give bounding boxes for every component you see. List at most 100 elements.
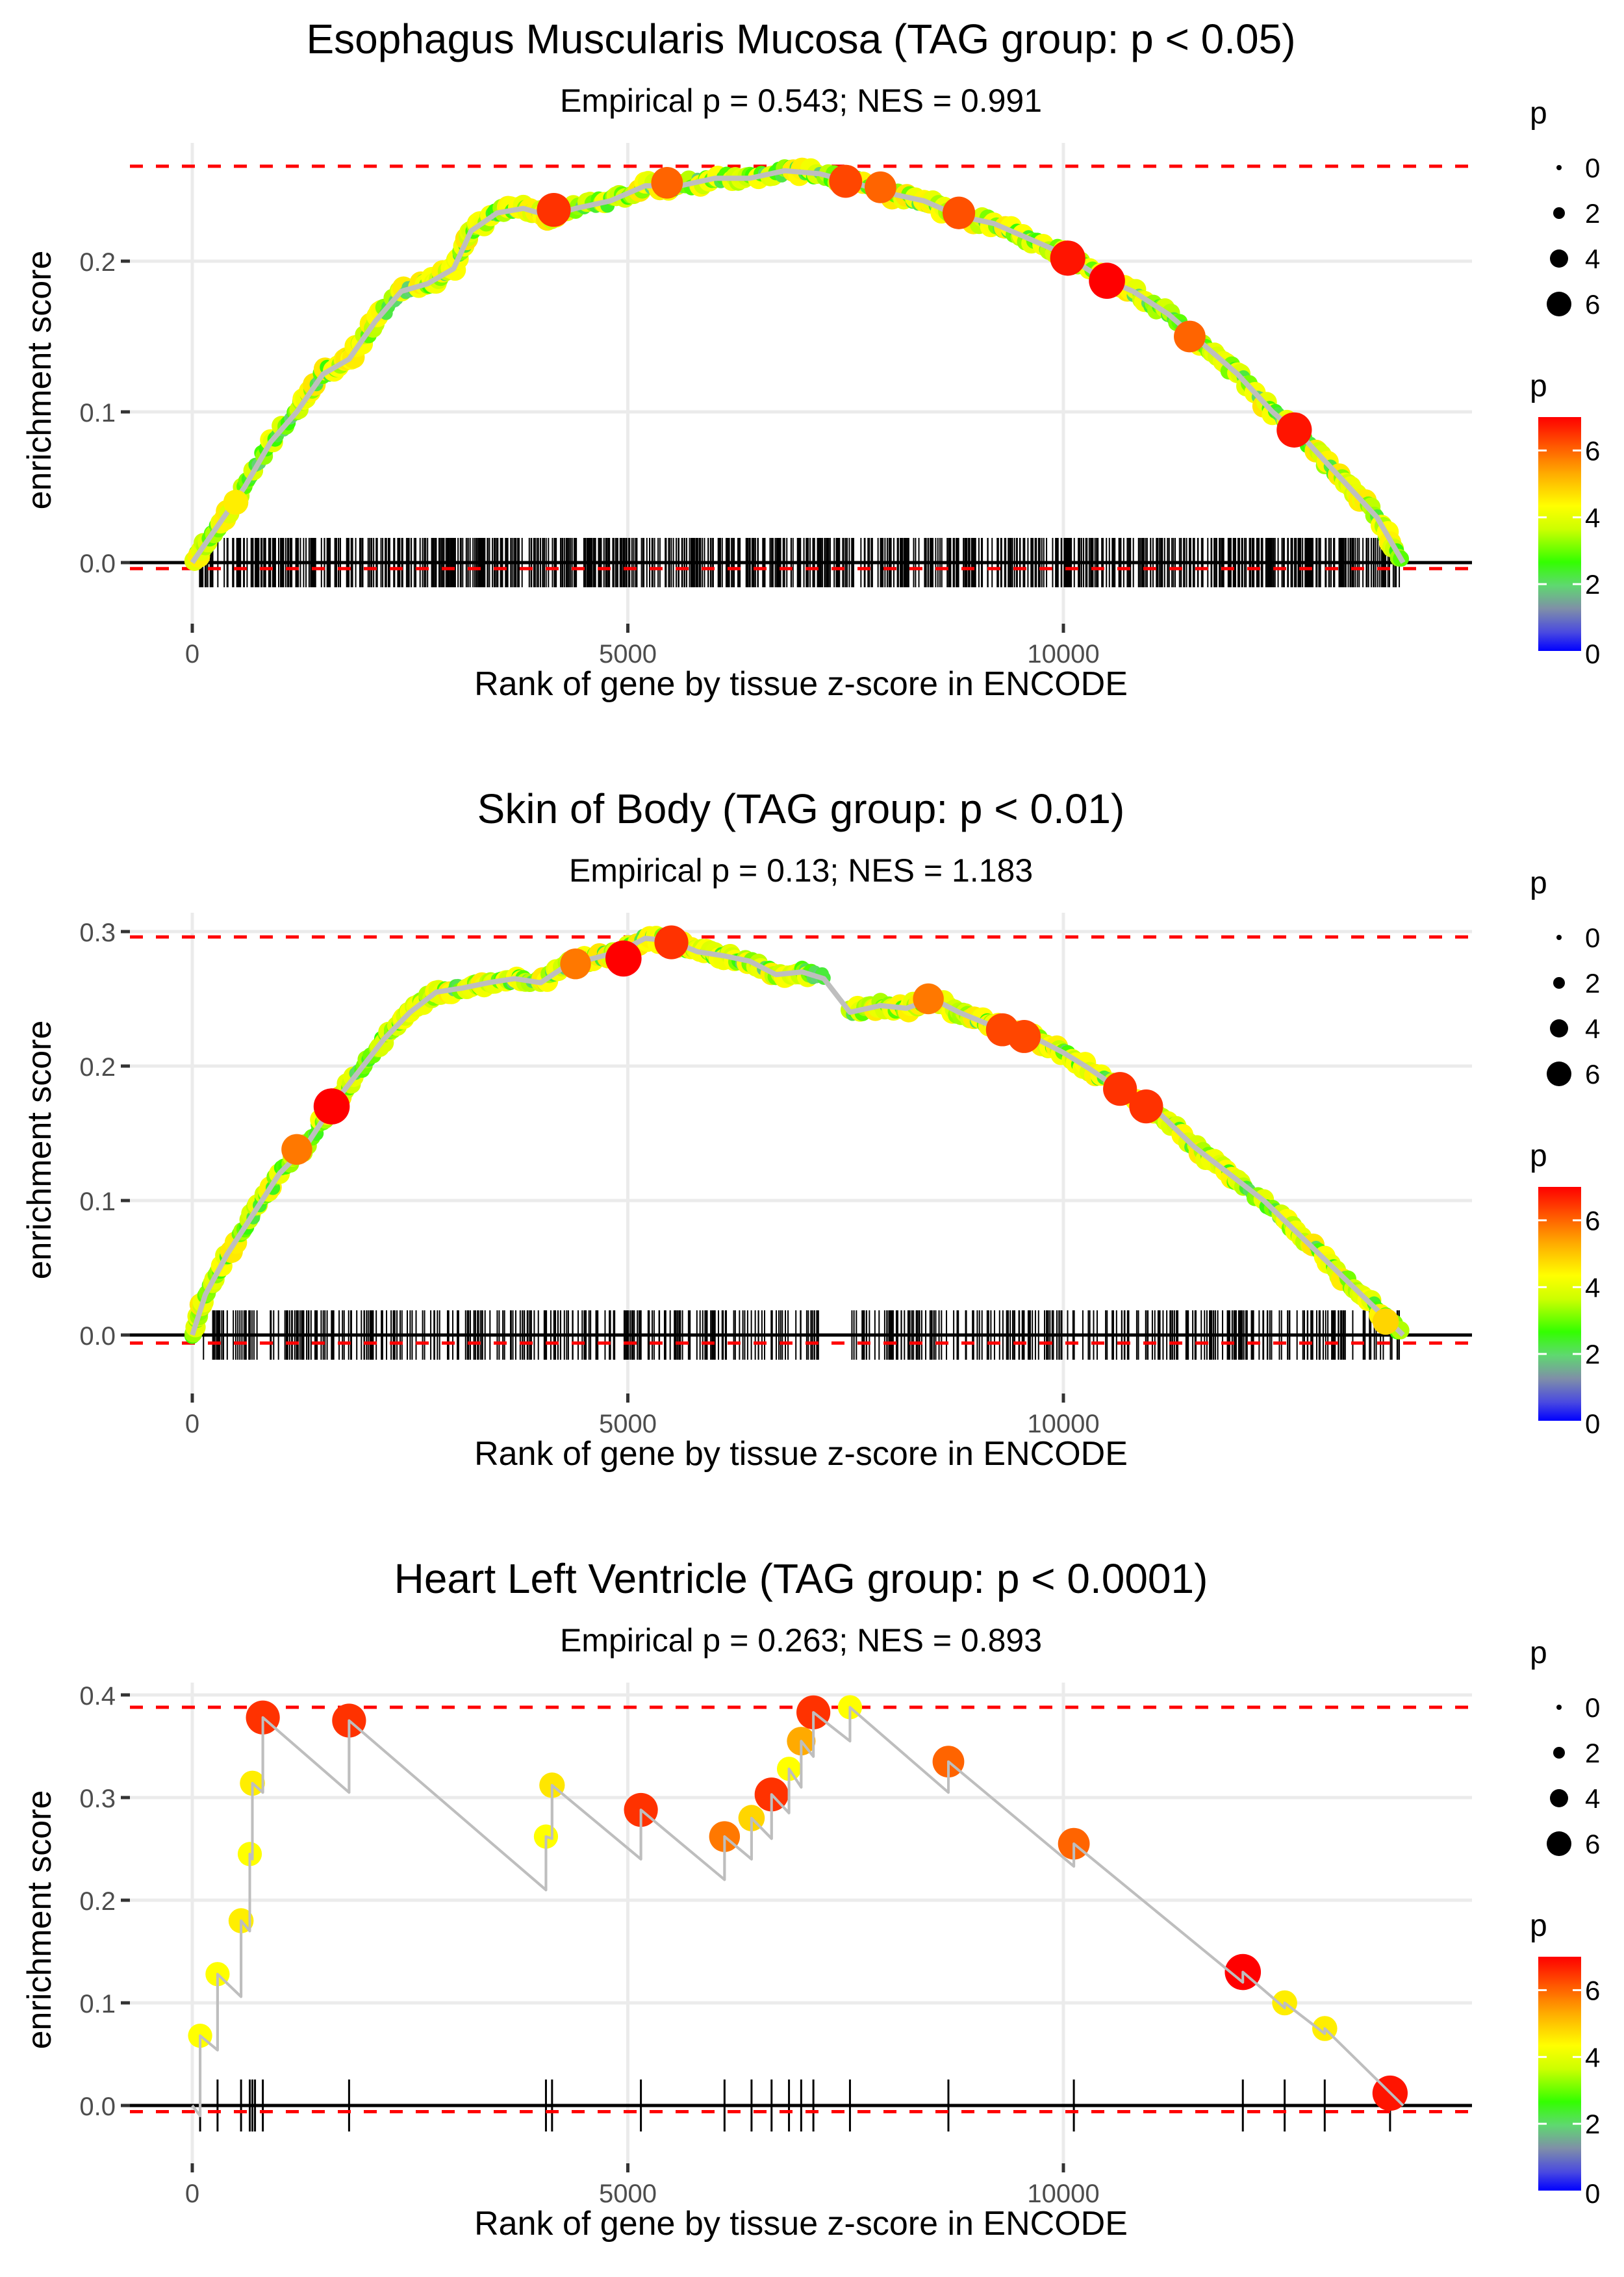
colorbar (1538, 417, 1581, 651)
gene-point (1129, 1089, 1163, 1124)
gene-point (913, 983, 944, 1015)
panel-3-xlabel: Rank of gene by tissue z-score in ENCODE (474, 2205, 1128, 2243)
y-tick-label: 0.3 (79, 1785, 116, 1813)
color-legend-label: 4 (1585, 502, 1600, 533)
gene-point (943, 196, 976, 229)
gene-point (651, 166, 683, 199)
size-legend-key (1556, 165, 1562, 170)
legend-group: p 0 2 4 6 p 6 4 2 0 (1530, 96, 1600, 669)
panel-1-title: Esophagus Muscularis Mucosa (TAG group: … (306, 16, 1295, 62)
gene-point (605, 940, 642, 977)
gene-point (560, 948, 591, 980)
es-curve-overlay (191, 1705, 1404, 2117)
size-legend-label: 4 (1585, 1783, 1600, 1814)
size-legend-key (1553, 977, 1565, 989)
panel-1-ylabel: enrichment score (21, 251, 58, 510)
size-legend-key (1553, 1747, 1565, 1759)
size-legend-label: 4 (1585, 1013, 1600, 1044)
gene-point (829, 164, 863, 198)
y-tick-label: 0.1 (79, 1188, 116, 1216)
size-legend-title: p (1530, 1636, 1547, 1670)
gene-point (1103, 1072, 1137, 1106)
colorbar (1538, 1187, 1581, 1421)
x-tick-label: 10000 (1027, 640, 1099, 668)
color-legend-title: p (1530, 1909, 1547, 1943)
size-legend-label: 0 (1585, 922, 1600, 953)
gene-point (223, 489, 249, 515)
x-tick-label: 5000 (599, 1410, 657, 1438)
gene-point (1372, 1308, 1399, 1335)
color-legend-label: 2 (1585, 2109, 1600, 2139)
legend-group: p 0 2 4 6 p 6 4 2 0 (1530, 1636, 1600, 2209)
gene-point (1174, 320, 1206, 353)
size-legend-label: 0 (1585, 1692, 1600, 1723)
gene-point (1008, 1020, 1041, 1053)
y-tick-label: 0.0 (79, 550, 116, 578)
color-legend-label: 6 (1585, 435, 1600, 466)
x-tick-label: 0 (185, 640, 199, 668)
gene-point (1276, 412, 1312, 448)
x-tick-label: 0 (185, 2180, 199, 2208)
color-legend-label: 2 (1585, 569, 1600, 600)
color-legend-label: 2 (1585, 1339, 1600, 1369)
y-tick-label: 0.4 (79, 1682, 116, 1711)
size-legend-key (1547, 1062, 1571, 1086)
size-legend-label: 2 (1585, 198, 1600, 229)
panel-2-subtitle: Empirical p = 0.13; NES = 1.183 (569, 852, 1033, 889)
panel-1-xlabel: Rank of gene by tissue z-score in ENCODE (474, 665, 1128, 703)
color-legend-label: 6 (1585, 1205, 1600, 1236)
x-tick-label: 0 (185, 1410, 199, 1438)
size-legend-key (1550, 249, 1568, 268)
gene-point (1089, 262, 1125, 299)
size-legend-label: 6 (1585, 1829, 1600, 1859)
gene-point (313, 1088, 350, 1125)
color-legend-label: 4 (1585, 1272, 1600, 1303)
size-legend-label: 2 (1585, 968, 1600, 999)
panel-2-xlabel: Rank of gene by tissue z-score in ENCODE (474, 1435, 1128, 1473)
x-tick-label: 5000 (599, 2180, 657, 2208)
size-legend-label: 0 (1585, 153, 1600, 183)
y-tick-label: 0.2 (79, 1053, 116, 1082)
color-legend-label: 0 (1585, 639, 1600, 669)
size-legend-label: 6 (1585, 1059, 1600, 1089)
x-tick-label: 5000 (599, 640, 657, 668)
panel-1: Esophagus Muscularis Mucosa (TAG group: … (21, 16, 1472, 703)
size-legend-key (1547, 1831, 1571, 1856)
y-tick-label: 0.1 (79, 1990, 116, 2018)
size-legend-label: 4 (1585, 244, 1600, 274)
panel-3-ylabel: enrichment score (21, 1790, 58, 2050)
y-tick-label: 0.0 (79, 1322, 116, 1351)
gene-point (281, 1134, 312, 1165)
legends: p 0 2 4 6 p 6 4 2 0 p 0 2 4 6 p 6 4 2 0 p 0 2 4 6 p 6 4 2 0 (1530, 96, 1600, 2209)
y-tick-label: 0.1 (79, 399, 116, 427)
color-legend-title: p (1530, 1139, 1547, 1173)
size-legend-title: p (1530, 866, 1547, 900)
gene-point (1050, 240, 1085, 276)
size-legend-key (1553, 207, 1565, 219)
size-legend-key (1550, 1019, 1568, 1037)
size-legend-title: p (1530, 96, 1547, 131)
y-tick-label: 0.0 (79, 2093, 116, 2121)
size-legend-key (1556, 1705, 1562, 1710)
panel-1-subtitle: Empirical p = 0.543; NES = 0.991 (560, 83, 1042, 119)
gene-point (654, 925, 689, 960)
panel-1-plot: 0.0 0.1 0.2 0 5000 10000 (79, 143, 1472, 668)
size-legend-key (1550, 1789, 1568, 1807)
y-tick-label: 0.3 (79, 919, 116, 947)
panel-3: Heart Left Ventricle (TAG group: p < 0.0… (21, 1555, 1472, 2243)
colorbar (1538, 1957, 1581, 2191)
legend-group: p 0 2 4 6 p 6 4 2 0 (1530, 866, 1600, 1439)
panel-2: Skin of Body (TAG group: p < 0.01) Empir… (21, 785, 1472, 1473)
y-tick-label: 0.2 (79, 248, 116, 277)
size-legend-label: 2 (1585, 1738, 1600, 1768)
x-tick-label: 10000 (1027, 2180, 1099, 2208)
size-legend-key (1556, 935, 1562, 940)
highlight-points (223, 164, 1312, 515)
color-legend-title: p (1530, 369, 1547, 403)
gene-point (864, 171, 896, 203)
color-legend-label: 6 (1585, 1975, 1600, 2005)
panel-2-plot: 0.0 0.1 0.2 0.3 0 5000 10000 (79, 913, 1472, 1438)
panel-3-subtitle: Empirical p = 0.263; NES = 0.893 (560, 1622, 1042, 1659)
x-tick-label: 10000 (1027, 1410, 1099, 1438)
